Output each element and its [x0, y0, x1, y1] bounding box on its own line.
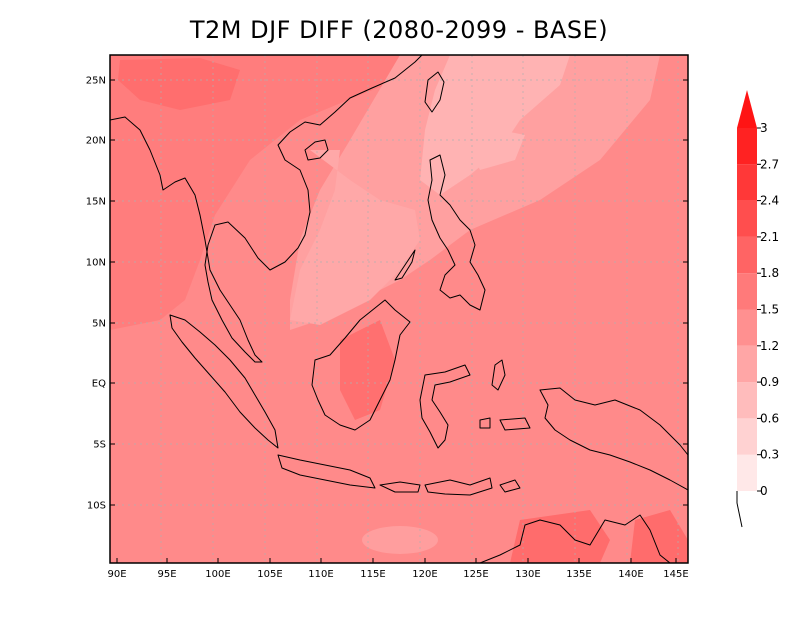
colorbar-label: 0.9 — [760, 375, 779, 389]
map-title: T2M DJF DIFF (2080-2099 - BASE) — [189, 16, 609, 44]
tick-marks — [110, 79, 688, 563]
x-tick-label: 110E — [308, 569, 333, 580]
colorbar-bin-0 — [737, 454, 757, 491]
x-tick-labels: 90E 95E 100E 105E 110E 115E 120E 125E 130E 135E 14… — [107, 569, 688, 580]
colorbar-extend-max — [737, 90, 757, 128]
field-north-warm — [118, 58, 240, 110]
colorbar-label: 2.4 — [760, 194, 779, 208]
field-west-warm — [110, 55, 420, 330]
colorbar-bin-1 — [737, 418, 757, 455]
coast-hainan — [304, 139, 329, 161]
x-tick-label: 105E — [257, 569, 282, 580]
coast-new-guinea — [539, 387, 688, 491]
coast-bali-lombok — [379, 481, 421, 493]
x-tick-label: 135E — [566, 569, 591, 580]
colorbar-label: 1.2 — [760, 339, 779, 353]
colorbar-label: 1.5 — [760, 303, 779, 317]
colorbar-label: 0.3 — [760, 448, 779, 462]
x-tick-label: 145E — [663, 569, 688, 580]
coast-australia — [479, 514, 671, 563]
colorbar-label: 0 — [760, 484, 768, 498]
colorbar-bin-2 — [737, 382, 757, 419]
field-east-warm — [630, 510, 688, 563]
x-tick-label: 130E — [515, 569, 540, 580]
grid-lines — [110, 55, 688, 563]
colorbar-bin-8 — [737, 164, 757, 201]
field-scs-south — [290, 150, 420, 325]
coast-taiwan — [424, 71, 445, 113]
y-tick-label: 25N — [86, 76, 106, 87]
coast-sunda — [424, 477, 493, 496]
colorbar-label: 1.8 — [760, 266, 779, 280]
x-tick-label: 120E — [412, 569, 437, 580]
y-tick-label: 20N — [86, 136, 106, 147]
colorbar-bin-4 — [737, 309, 757, 346]
x-tick-label: 115E — [360, 569, 385, 580]
field-scs-light — [420, 55, 570, 195]
colorbar-label: 0.6 — [760, 411, 779, 425]
y-tick-label: 5N — [92, 319, 106, 330]
colorbar-bin-3 — [737, 345, 757, 383]
coast-halmahera — [491, 359, 506, 391]
coast-borneo — [311, 299, 411, 431]
plot-frame — [109, 54, 689, 564]
x-tick-label: 100E — [205, 569, 230, 580]
field-scs-light-2 — [470, 130, 525, 170]
field-layer — [110, 55, 688, 563]
coast-timor — [499, 479, 521, 493]
colorbar-bin-7 — [737, 200, 757, 237]
x-tick-label: 140E — [618, 569, 643, 580]
x-tick-label: 125E — [463, 569, 488, 580]
y-tick-label: EQ — [92, 379, 106, 390]
coast-sumatra — [169, 314, 279, 449]
colorbar-extend-min — [736, 491, 743, 528]
colorbar-bin-9 — [737, 128, 757, 165]
field-south-pale — [362, 526, 438, 554]
colorbar-bin-6 — [737, 236, 757, 274]
coast-philippines — [427, 154, 486, 311]
coastlines — [110, 55, 688, 563]
x-tick-label: 90E — [107, 569, 126, 580]
coast-buru — [479, 417, 491, 429]
coast-seram — [499, 417, 531, 431]
colorbar-label: 2.1 — [760, 230, 779, 244]
coast-palawan — [394, 249, 416, 281]
y-tick-labels: 25N 20N 15N 10N 5N EQ 5S 10S — [86, 76, 106, 512]
y-tick-label: 5S — [93, 440, 106, 451]
field-southeast-warm — [510, 510, 610, 563]
colorbar-bin-5 — [737, 273, 757, 310]
colorbar-label: 3 — [760, 121, 768, 135]
field-borneo-warm — [340, 320, 395, 420]
colorbar: 0 0.3 0.6 0.9 1.2 1.5 1.8 2.1 2.4 2.7 3 — [736, 90, 779, 528]
y-tick-label: 10N — [86, 258, 106, 269]
coast-sulawesi — [419, 364, 471, 449]
x-tick-label: 95E — [157, 569, 176, 580]
y-tick-label: 10S — [87, 501, 106, 512]
coast-java — [277, 454, 376, 489]
colorbar-label: 2.7 — [760, 157, 779, 171]
coast-mainland — [110, 55, 423, 363]
y-tick-label: 15N — [86, 197, 106, 208]
